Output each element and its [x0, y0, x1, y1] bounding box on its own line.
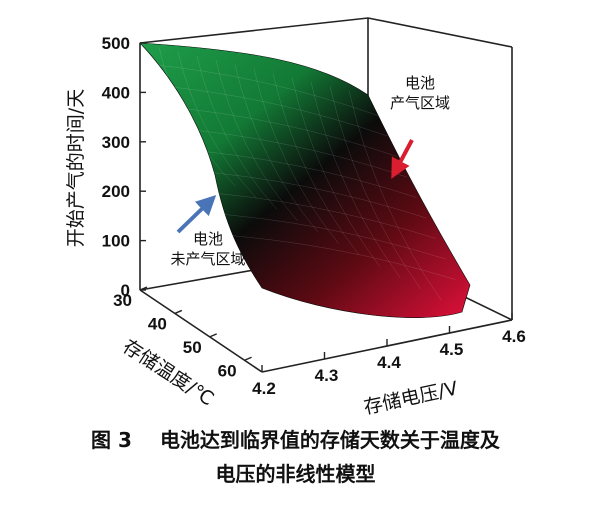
z-axis-label: 开始产气的时间/天: [65, 89, 87, 247]
y-tick-mark: [209, 333, 217, 338]
z-tick-label: 300: [102, 133, 130, 152]
mesh-line: [215, 60, 298, 221]
y-tick-mark: [174, 309, 183, 315]
gas-region-arrow: [391, 139, 414, 179]
z-axis-ticks: 0 100 200 300 400 500: [102, 34, 146, 300]
mesh-line: [184, 169, 427, 219]
x-tick-label: 4.4: [377, 353, 401, 372]
x-axis-label: 存储电压/V: [362, 377, 460, 418]
z-tick-label: 0: [121, 281, 130, 300]
mesh-line: [196, 55, 277, 210]
mesh-line: [158, 47, 236, 187]
x-tick-label: 4.3: [315, 366, 339, 385]
mesh-line: [162, 106, 398, 157]
surface: [139, 42, 471, 318]
mesh-line: [199, 212, 446, 260]
mesh-line: [310, 81, 401, 278]
x-tick-label: 4.6: [502, 327, 526, 346]
no-gas-region-arrow: [176, 195, 217, 234]
mesh-line: [177, 51, 257, 199]
gas-region-label-line1: 电池: [405, 74, 435, 92]
z-tick-label: 200: [102, 182, 130, 201]
z-tick-label: 400: [102, 83, 130, 102]
surface-mesh: [147, 47, 456, 301]
no-gas-region-label-line1: 电池: [193, 230, 223, 248]
figure-caption-line2: 电压的非线性模型: [215, 462, 376, 486]
y-tick-mark: [244, 356, 252, 361]
y-axis-label: 存储温度/℃: [119, 335, 218, 410]
z-tick-label: 100: [102, 232, 130, 251]
mesh-line: [207, 233, 456, 280]
no-gas-region-label-line2: 未产气区域: [170, 250, 245, 268]
mesh-line: [234, 64, 319, 233]
x-tick-label: 4.5: [440, 340, 464, 359]
mesh-line: [192, 191, 436, 239]
y-tick-label: 40: [148, 314, 167, 333]
y-tick-mark: [139, 286, 148, 291]
mesh-line: [177, 148, 417, 198]
gas-region-label-line2: 产气区域: [390, 94, 450, 112]
y-tick-label: 50: [183, 338, 202, 357]
mesh-line: [291, 77, 380, 267]
x-tick-label: 4.2: [252, 379, 276, 398]
mesh-line: [329, 86, 422, 290]
mesh-line: [253, 68, 339, 244]
caption-text-1: 电池达到临界值的存储天数关于温度及: [159, 428, 500, 452]
z-tick-label: 500: [102, 34, 130, 53]
mesh-line: [348, 90, 442, 301]
x-axis-ticks: 4.2 4.3 4.4 4.5 4.6: [252, 313, 526, 398]
mesh-line: [147, 63, 378, 116]
y-tick-label: 30: [113, 291, 132, 310]
mesh-line: [272, 73, 360, 256]
mesh-line: [154, 85, 388, 137]
y-axis-ticks: 30 40 50 60: [113, 286, 252, 380]
mesh-line: [169, 127, 407, 178]
figure-caption-line1: 图 3 电池达到临界值的存储天数关于温度及: [0, 424, 591, 453]
figure-number: 图 3: [91, 428, 132, 452]
y-tick-label: 60: [218, 361, 237, 380]
